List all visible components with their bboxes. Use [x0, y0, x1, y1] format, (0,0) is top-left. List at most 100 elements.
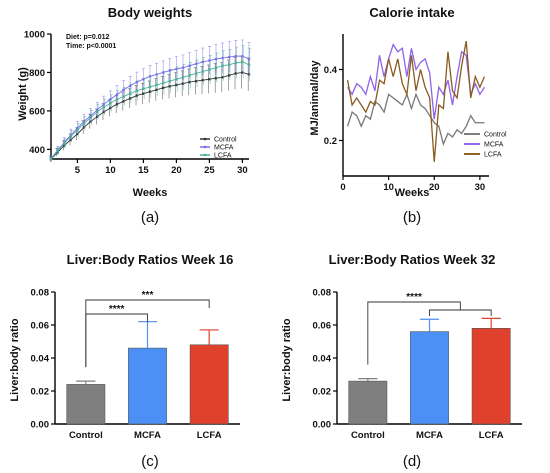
legend: Control MCFA LCFA — [464, 132, 507, 159]
x-tick-label: LCFA — [479, 430, 504, 441]
y-tick-label: 400 — [29, 145, 45, 156]
panel-b-label: (b) — [403, 209, 421, 226]
data-point — [76, 128, 79, 132]
legend-marker — [203, 145, 207, 149]
y-tick-label: 600 — [29, 106, 45, 117]
data-point — [89, 116, 92, 119]
series-lcfa — [346, 40, 486, 162]
panel-a-body-weights: Body weights Diet: p=0.012 Time: p<0.000… — [17, 5, 252, 226]
data-point — [241, 60, 244, 64]
y-tick-label: 800 — [29, 68, 45, 79]
y-tick-label: 0.4 — [324, 65, 338, 76]
panel-a-stat-time: Time: p<0.0001 — [66, 43, 116, 50]
data-point — [82, 122, 86, 125]
x-tick-label: 30 — [237, 165, 248, 176]
y-tick-label: 0.04 — [313, 354, 332, 365]
data-point — [49, 157, 53, 161]
bar-lcfa — [471, 327, 511, 425]
bar-mcfa — [128, 347, 167, 425]
x-tick-label: 5 — [75, 165, 81, 176]
data-point — [122, 95, 125, 98]
legend-marker — [203, 137, 207, 141]
y-tick-label: 0.08 — [313, 288, 332, 299]
significance-label: **** — [109, 304, 125, 315]
panel-b-ylabel: MJ/animal/day — [309, 60, 321, 136]
panel-b-calorie-intake: Calorie intake Weeks MJ/animal/day (b) 0… — [309, 5, 507, 226]
series-line-control — [346, 92, 485, 147]
x-tick-label: 15 — [138, 165, 149, 176]
panel-a-xlabel: Weeks — [133, 187, 168, 199]
data-point — [109, 101, 112, 105]
legend-marker — [203, 153, 207, 157]
panel-d-label: (d) — [403, 453, 421, 470]
data-point — [102, 105, 106, 109]
panel-d-title: Liver:Body Ratios Week 32 — [329, 252, 496, 267]
x-tick-label: 20 — [171, 165, 182, 176]
y-tick-label: 0.06 — [31, 321, 50, 332]
panel-c-label: (c) — [141, 453, 159, 470]
y-tick-label: 0.04 — [31, 354, 50, 365]
y-tick-label: 0.00 — [31, 420, 50, 431]
y-tick-label: 0.02 — [31, 387, 50, 398]
x-tick-label: 0 — [340, 182, 345, 193]
data-point — [208, 68, 211, 71]
data-point — [194, 72, 198, 75]
y-tick-label: 0.2 — [324, 136, 337, 147]
data-point — [188, 74, 191, 77]
data-point — [95, 110, 99, 114]
data-point — [161, 81, 165, 85]
series-lcfa — [49, 45, 252, 162]
significance-label: **** — [406, 292, 422, 303]
data-point — [247, 63, 251, 67]
data-point — [56, 149, 59, 153]
panel-a-stat-diet: Diet: p=0.012 — [66, 34, 109, 41]
data-point — [175, 77, 178, 81]
bar-control — [348, 380, 388, 425]
bar-lcfa — [189, 344, 229, 425]
data-point — [142, 87, 145, 91]
data-point — [69, 135, 73, 138]
x-tick-label: Control — [351, 430, 385, 441]
y-tick-label: 0.06 — [313, 321, 332, 332]
panel-d-liver-ratio-week32: Liver:Body Ratios Week 32 Liver:body rat… — [281, 252, 522, 470]
legend-label: Control — [214, 137, 237, 144]
panel-a-ylabel: Weight (g) — [17, 67, 29, 121]
data-point — [135, 89, 139, 93]
significance-label: *** — [142, 290, 154, 301]
data-point — [168, 79, 172, 83]
x-tick-label: MCFA — [134, 430, 161, 441]
x-tick-label: 10 — [105, 165, 116, 176]
legend-label: LCFA — [484, 152, 502, 159]
data-point — [155, 83, 158, 87]
y-tick-label: 0.08 — [31, 288, 50, 299]
x-tick-label: 10 — [383, 182, 394, 193]
bar-control — [66, 384, 106, 425]
x-tick-label: 20 — [429, 182, 440, 193]
legend-label: Control — [484, 132, 507, 139]
series-control — [346, 92, 485, 147]
data-point — [214, 66, 218, 69]
data-point — [234, 61, 238, 65]
data-point — [201, 70, 205, 73]
data-point — [148, 85, 152, 89]
y-tick-label: 1000 — [24, 30, 45, 41]
x-tick-label: MCFA — [416, 430, 443, 441]
y-tick-label: 0.00 — [313, 420, 332, 431]
x-tick-label: LCFA — [197, 430, 222, 441]
legend-label: MCFA — [214, 145, 234, 152]
data-point — [227, 63, 231, 67]
y-tick-label: 0.02 — [313, 387, 332, 398]
bar-mcfa — [410, 331, 449, 425]
series-mcfa — [347, 43, 485, 120]
panel-c-liver-ratio-week16: Liver:Body Ratios Week 16 Liver:body rat… — [9, 252, 240, 470]
data-point — [62, 142, 66, 145]
legend-label: MCFA — [484, 142, 504, 149]
data-point — [221, 64, 224, 68]
panel-b-title: Calorie intake — [369, 5, 454, 20]
panel-d-ylabel: Liver:body ratio — [281, 318, 293, 401]
series-line-lcfa — [346, 40, 486, 162]
panel-c-ylabel: Liver:body ratio — [9, 318, 21, 401]
data-point — [181, 75, 185, 79]
legend-label: LCFA — [214, 153, 232, 160]
